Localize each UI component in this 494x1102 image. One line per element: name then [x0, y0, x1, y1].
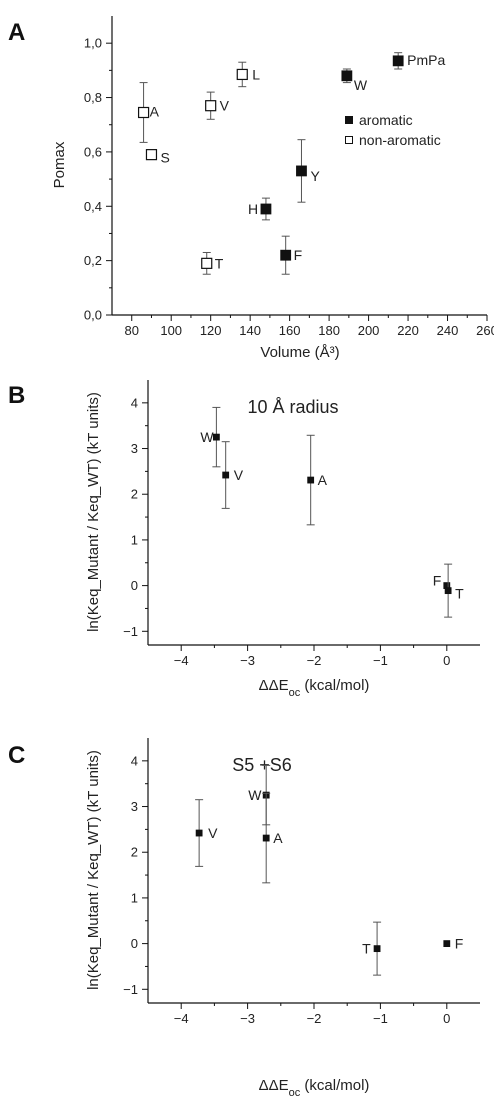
point-label-a: A [318, 472, 328, 488]
y-tick-label: 1 [131, 890, 138, 905]
point-label-v: V [208, 825, 218, 841]
data-point-f [443, 940, 451, 948]
data-point-t [373, 945, 381, 953]
panel-annotation: S5 +S6 [232, 755, 292, 775]
point-label-l: L [252, 66, 260, 82]
x-tick-label: −1 [373, 653, 388, 668]
chart-panel-a: A 80 100 120 140 160 180 200 220 240 260 0,0 0,2 0,4 0… [8, 16, 494, 361]
data-point-s [145, 149, 158, 161]
point-label-f: F [455, 936, 464, 952]
y-tick-label: 0 [131, 578, 138, 593]
x-tick-label: 120 [200, 323, 222, 338]
x-tick-label: −2 [307, 1011, 322, 1026]
legend: aromatic non-aromatic [345, 112, 441, 148]
point-label-f: F [294, 247, 303, 263]
panel-letter: A [8, 19, 25, 46]
y-tick-label: 1 [131, 532, 138, 547]
data-point-t [201, 257, 213, 269]
x-tick-label: 260 [476, 323, 494, 338]
y-tick-label: 0,0 [84, 308, 102, 323]
x-tick-label: 80 [125, 323, 139, 338]
data-point-w [341, 70, 353, 82]
x-tick-label: 0 [443, 1011, 450, 1026]
x-axis-title: Volume (Å³) [260, 344, 339, 361]
point-label-a: A [273, 830, 283, 846]
y-tick-label: 0,4 [84, 199, 102, 214]
x-tick-label: −4 [174, 653, 189, 668]
data-point-pmpa [392, 55, 404, 67]
point-label-f: F [433, 573, 442, 589]
point-label-v: V [234, 467, 244, 483]
x-tick-label: 0 [443, 653, 450, 668]
x-tick-label: 180 [318, 323, 340, 338]
point-label-s: S [160, 150, 169, 166]
chart-panel-c: C −4 −3 −2 −1 0 −1 0 1 2 3 4 ln(Keq_Mutant / Keq_WT)… [8, 738, 480, 1099]
y-tick-label: 2 [131, 845, 138, 860]
y-tick-label: 4 [131, 753, 138, 768]
data-point-a [262, 834, 270, 842]
x-tick-label: −3 [240, 653, 255, 668]
data-point-v [205, 100, 217, 112]
panel-letter: B [8, 382, 25, 409]
y-tick-label: 1,0 [84, 36, 102, 51]
data-point-l [236, 68, 248, 81]
x-tick-label: 220 [397, 323, 419, 338]
y-tick-label: 0,2 [84, 253, 102, 268]
y-tick-label: 0,8 [84, 90, 102, 105]
legend-label: aromatic [359, 112, 413, 128]
data-point-a [307, 476, 315, 484]
data-point-w [212, 433, 220, 441]
x-tick-label: 140 [239, 323, 261, 338]
y-tick-label: 3 [131, 799, 138, 814]
legend-marker [345, 136, 353, 144]
y-axis-title: Pomax [51, 141, 68, 188]
data-point-t [444, 587, 452, 595]
x-tick-label: 200 [358, 323, 380, 338]
y-tick-label: −1 [123, 624, 138, 639]
x-tick-label: 100 [160, 323, 182, 338]
data-point-v [222, 471, 230, 479]
data-point-y [296, 165, 307, 177]
x-tick-label: 240 [437, 323, 459, 338]
x-tick-label: −1 [373, 1011, 388, 1026]
point-label-h: H [248, 201, 258, 217]
y-tick-label: 4 [131, 395, 138, 410]
point-label-t: T [362, 941, 371, 957]
panel-letter: C [8, 742, 25, 769]
y-axis-title: ln(Keq_Mutant / Keq_WT) (kT units) [85, 750, 102, 990]
point-label-t: T [215, 255, 224, 271]
y-tick-label: 2 [131, 487, 138, 502]
point-label-a: A [150, 103, 160, 119]
y-tick-label: 0 [131, 936, 138, 951]
data-point-v [195, 829, 203, 837]
point-label-pmpa: PmPa [407, 52, 445, 68]
x-axis-title: ΔΔEoc (kcal/mol) [259, 677, 370, 699]
legend-marker [345, 116, 353, 124]
y-tick-label: 3 [131, 441, 138, 456]
x-tick-label: −2 [307, 653, 322, 668]
y-axis-title: ln(Keq_Mutant / Keq_WT) (kT units) [85, 392, 102, 632]
chart-panel-b: B −4 −3 −2 −1 0 −1 0 1 2 3 4 ln(Keq_Mutant / Keq_WT)… [8, 380, 480, 699]
point-label-t: T [455, 586, 464, 602]
data-point-a [137, 106, 150, 119]
x-tick-label: −4 [174, 1011, 189, 1026]
point-label-w: W [248, 787, 262, 803]
y-tick-label: −1 [123, 982, 138, 997]
x-tick-label: −3 [240, 1011, 255, 1026]
data-point-h [260, 203, 272, 215]
point-label-v: V [220, 98, 230, 114]
y-tick-label: 0,6 [84, 144, 102, 159]
point-label-y: Y [310, 168, 320, 184]
legend-label: non-aromatic [359, 132, 441, 148]
x-axis-title: ΔΔEoc (kcal/mol) [259, 1077, 370, 1099]
point-label-w: W [200, 429, 214, 445]
point-label-w: W [354, 77, 368, 93]
x-tick-label: 160 [279, 323, 301, 338]
data-point-f [280, 249, 292, 261]
panel-annotation: 10 Å radius [247, 397, 338, 417]
